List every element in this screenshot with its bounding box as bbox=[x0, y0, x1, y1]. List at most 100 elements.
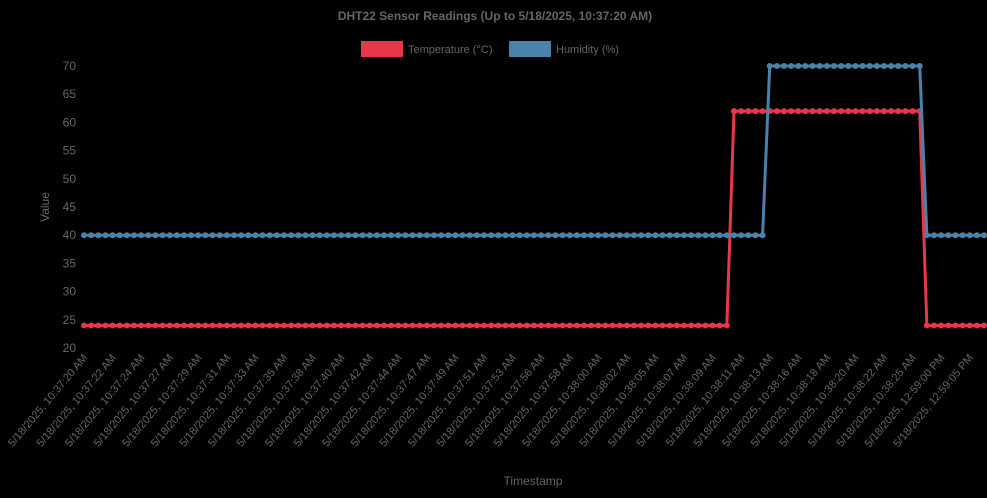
data-point[interactable] bbox=[138, 322, 145, 329]
data-point[interactable] bbox=[573, 232, 580, 239]
data-point[interactable] bbox=[802, 63, 809, 69]
data-point[interactable] bbox=[238, 322, 245, 329]
data-point[interactable] bbox=[116, 322, 123, 329]
data-point[interactable] bbox=[531, 322, 537, 329]
data-point[interactable] bbox=[466, 232, 473, 239]
data-point[interactable] bbox=[173, 322, 180, 329]
data-point[interactable] bbox=[366, 322, 373, 329]
data-point[interactable] bbox=[273, 322, 280, 329]
data-point[interactable] bbox=[588, 232, 595, 239]
data-point[interactable] bbox=[681, 322, 687, 329]
data-point[interactable] bbox=[502, 232, 509, 239]
data-point[interactable] bbox=[809, 108, 816, 115]
data-point[interactable] bbox=[216, 322, 223, 329]
data-point[interactable] bbox=[745, 232, 752, 239]
data-point[interactable] bbox=[873, 108, 880, 115]
data-point[interactable] bbox=[666, 232, 673, 239]
data-point[interactable] bbox=[395, 322, 402, 329]
data-point[interactable] bbox=[223, 232, 230, 239]
data-point[interactable] bbox=[938, 232, 945, 239]
data-point[interactable] bbox=[973, 322, 980, 329]
data-point[interactable] bbox=[481, 232, 487, 239]
data-point[interactable] bbox=[352, 322, 359, 329]
data-point[interactable] bbox=[316, 232, 323, 239]
data-point[interactable] bbox=[788, 63, 795, 69]
data-point[interactable] bbox=[659, 232, 666, 239]
data-point[interactable] bbox=[916, 63, 923, 69]
data-point[interactable] bbox=[245, 232, 252, 239]
data-point[interactable] bbox=[359, 322, 366, 329]
data-point[interactable] bbox=[888, 63, 895, 69]
data-point[interactable] bbox=[516, 232, 523, 239]
data-point[interactable] bbox=[938, 322, 945, 329]
data-point[interactable] bbox=[695, 322, 702, 329]
data-point[interactable] bbox=[309, 322, 316, 329]
data-point[interactable] bbox=[495, 322, 502, 329]
data-point[interactable] bbox=[145, 232, 152, 239]
data-point[interactable] bbox=[288, 232, 295, 239]
data-point[interactable] bbox=[616, 322, 623, 329]
data-point[interactable] bbox=[852, 63, 859, 69]
data-point[interactable] bbox=[545, 232, 552, 239]
data-point[interactable] bbox=[673, 232, 680, 239]
data-point[interactable] bbox=[581, 322, 587, 329]
data-point[interactable] bbox=[945, 232, 952, 239]
data-point[interactable] bbox=[302, 232, 309, 239]
data-point[interactable] bbox=[152, 322, 159, 329]
data-point[interactable] bbox=[959, 232, 966, 239]
data-point[interactable] bbox=[88, 322, 95, 329]
data-point[interactable] bbox=[345, 232, 352, 239]
data-point[interactable] bbox=[759, 108, 766, 115]
legend[interactable]: Temperature (°C) Humidity (%) bbox=[361, 41, 619, 57]
data-point[interactable] bbox=[752, 108, 759, 115]
data-point[interactable] bbox=[431, 322, 437, 329]
data-point[interactable] bbox=[781, 108, 787, 115]
data-point[interactable] bbox=[309, 232, 316, 239]
data-point[interactable] bbox=[152, 232, 159, 239]
data-point[interactable] bbox=[109, 232, 116, 239]
data-point[interactable] bbox=[823, 108, 830, 115]
data-point[interactable] bbox=[866, 63, 873, 69]
data-point[interactable] bbox=[909, 108, 916, 115]
data-point[interactable] bbox=[659, 322, 666, 329]
data-point[interactable] bbox=[602, 322, 609, 329]
data-point[interactable] bbox=[716, 322, 723, 329]
data-point[interactable] bbox=[323, 322, 330, 329]
data-point[interactable] bbox=[488, 322, 495, 329]
data-point[interactable] bbox=[295, 322, 302, 329]
data-point[interactable] bbox=[773, 108, 780, 115]
data-point[interactable] bbox=[959, 322, 966, 329]
data-point[interactable] bbox=[131, 322, 137, 329]
data-point[interactable] bbox=[338, 232, 345, 239]
data-point[interactable] bbox=[931, 322, 937, 329]
data-point[interactable] bbox=[895, 63, 902, 69]
data-point[interactable] bbox=[388, 322, 395, 329]
data-point[interactable] bbox=[295, 232, 302, 239]
data-point[interactable] bbox=[288, 322, 295, 329]
data-point[interactable] bbox=[816, 63, 823, 69]
data-point[interactable] bbox=[623, 322, 630, 329]
data-point[interactable] bbox=[209, 232, 216, 239]
data-point[interactable] bbox=[102, 322, 109, 329]
data-point[interactable] bbox=[538, 232, 545, 239]
data-point[interactable] bbox=[923, 322, 930, 329]
data-point[interactable] bbox=[345, 322, 352, 329]
data-point[interactable] bbox=[645, 322, 652, 329]
data-point[interactable] bbox=[616, 232, 623, 239]
data-point[interactable] bbox=[545, 322, 552, 329]
data-point[interactable] bbox=[302, 322, 309, 329]
data-point[interactable] bbox=[888, 108, 895, 115]
data-point[interactable] bbox=[973, 232, 980, 239]
data-point[interactable] bbox=[488, 232, 495, 239]
data-point[interactable] bbox=[809, 63, 816, 69]
data-point[interactable] bbox=[866, 108, 873, 115]
data-point[interactable] bbox=[381, 232, 387, 239]
data-point[interactable] bbox=[423, 322, 430, 329]
data-point[interactable] bbox=[581, 232, 587, 239]
data-point[interactable] bbox=[81, 322, 87, 329]
data-point[interactable] bbox=[538, 322, 545, 329]
data-point[interactable] bbox=[688, 322, 695, 329]
data-point[interactable] bbox=[709, 322, 716, 329]
data-point[interactable] bbox=[559, 322, 566, 329]
data-point[interactable] bbox=[688, 232, 695, 239]
